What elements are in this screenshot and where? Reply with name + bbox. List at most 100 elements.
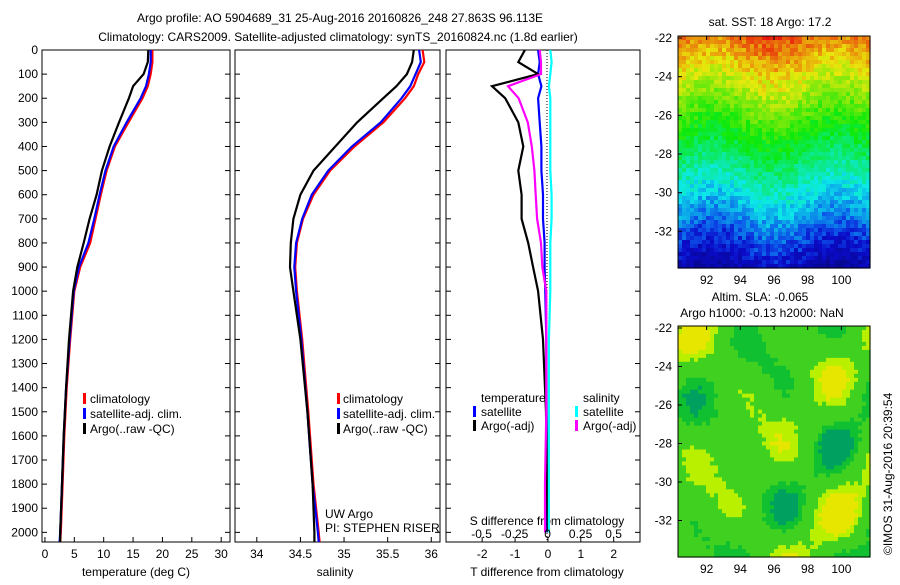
heatmap-cell: [802, 346, 807, 351]
heatmap-cell: [854, 108, 859, 113]
heatmap-cell: [822, 248, 827, 253]
heatmap-cell: [678, 354, 683, 359]
heatmap-cell: [822, 68, 827, 73]
heatmap-cell: [778, 168, 783, 173]
heatmap-cell: [794, 350, 799, 355]
heatmap-cell: [782, 370, 787, 375]
heatmap-cell: [846, 457, 851, 462]
heatmap-cell: [822, 64, 827, 69]
heatmap-cell: [702, 224, 707, 229]
heatmap-cell: [774, 52, 779, 57]
heatmap-cell: [738, 116, 743, 121]
heatmap-cell: [702, 168, 707, 173]
heatmap-cell: [798, 374, 803, 379]
heatmap-cell: [730, 72, 735, 77]
heatmap-cell: [806, 422, 811, 427]
heatmap-cell: [814, 330, 819, 335]
heatmap-cell: [730, 160, 735, 165]
heatmap-cell: [786, 44, 791, 49]
heatmap-cell: [698, 350, 703, 355]
heatmap-cell: [758, 176, 763, 181]
heatmap-cell: [742, 342, 747, 347]
heatmap-cell: [862, 390, 867, 395]
heatmap-cell: [742, 485, 747, 490]
heatmap-cell: [770, 212, 775, 217]
heatmap-cell: [758, 88, 763, 93]
heatmap-cell: [806, 168, 811, 173]
heatmap-cell: [694, 164, 699, 169]
heatmap-cell: [814, 196, 819, 201]
heatmap-cell: [830, 80, 835, 85]
heatmap-cell: [858, 216, 863, 221]
heatmap-cell: [834, 350, 839, 355]
heatmap-cell: [846, 410, 851, 415]
heatmap-cell: [814, 36, 819, 41]
heatmap-cell: [746, 44, 751, 49]
heatmap-cell: [734, 220, 739, 225]
heatmap-cell: [702, 188, 707, 193]
heatmap-cell: [686, 370, 691, 375]
heatmap-cell: [686, 418, 691, 423]
heatmap-cell: [766, 144, 771, 149]
heatmap-cell: [834, 148, 839, 153]
heatmap-cell: [794, 116, 799, 121]
heatmap-cell: [826, 104, 831, 109]
heatmap-cell: [798, 469, 803, 474]
heatmap-cell: [858, 100, 863, 105]
heatmap-cell: [798, 124, 803, 129]
heatmap-cell: [730, 184, 735, 189]
heatmap-cell: [762, 465, 767, 470]
heatmap-cell: [818, 252, 823, 257]
heatmap-cell: [838, 136, 843, 141]
heatmap-cell: [790, 96, 795, 101]
heatmap-cell: [694, 120, 699, 125]
heatmap-cell: [818, 76, 823, 81]
heatmap-cell: [766, 398, 771, 403]
heatmap-cell: [726, 124, 731, 129]
heatmap-cell: [786, 398, 791, 403]
heatmap-cell: [770, 176, 775, 181]
heatmap-cell: [694, 414, 699, 419]
heatmap-cell: [862, 200, 867, 205]
heatmap-cell: [690, 192, 695, 197]
heatmap-cell: [774, 188, 779, 193]
heatmap-cell: [858, 124, 863, 129]
heatmap-cell: [698, 438, 703, 443]
heatmap-cell: [686, 426, 691, 431]
heatmap-cell: [690, 438, 695, 443]
heatmap-cell: [778, 398, 783, 403]
heatmap-cell: [850, 410, 855, 415]
heatmap-cell: [702, 176, 707, 181]
heatmap-cell: [686, 136, 691, 141]
heatmap-cell: [742, 108, 747, 113]
heatmap-cell: [778, 374, 783, 379]
heatmap-cell: [818, 56, 823, 61]
heatmap-cell: [838, 260, 843, 265]
heatmap-cell: [854, 461, 859, 466]
heatmap-cell: [774, 144, 779, 149]
heatmap-cell: [786, 438, 791, 443]
heatmap-cell: [718, 76, 723, 81]
heatmap-cell: [726, 477, 731, 482]
heatmap-cell: [770, 414, 775, 419]
heatmap-cell: [766, 52, 771, 57]
heatmap-cell: [710, 342, 715, 347]
heatmap-cell: [694, 465, 699, 470]
heatmap-cell: [826, 152, 831, 157]
heatmap-cell: [762, 260, 767, 265]
heatmap-cell: [830, 116, 835, 121]
heatmap-cell: [742, 398, 747, 403]
heatmap-cell: [730, 80, 735, 85]
heatmap-cell: [710, 220, 715, 225]
heatmap-cell: [850, 44, 855, 49]
heatmap-cell: [830, 200, 835, 205]
heatmap-cell: [678, 398, 683, 403]
legend-label: Argo(..raw -QC): [343, 422, 428, 436]
heatmap-cell: [806, 52, 811, 57]
heatmap-cell: [738, 40, 743, 45]
heatmap-cell: [714, 156, 719, 161]
heatmap-cell: [686, 56, 691, 61]
heatmap-cell: [682, 48, 687, 53]
heatmap-cell: [838, 184, 843, 189]
heatmap-cell: [750, 108, 755, 113]
